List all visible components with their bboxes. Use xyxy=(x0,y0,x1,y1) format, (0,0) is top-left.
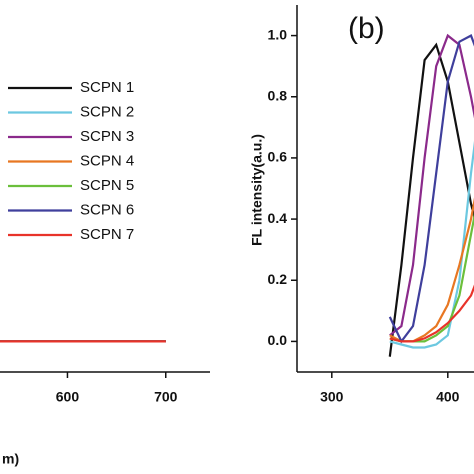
x-tick-label: 400 xyxy=(436,389,460,405)
y-tick-label: 0.6 xyxy=(268,149,288,165)
y-axis-label: FL intensity(a.u.) xyxy=(249,134,265,246)
series-line xyxy=(389,212,474,343)
legend-label: SCPN 3 xyxy=(80,128,134,145)
y-tick-label: 0.4 xyxy=(268,210,288,226)
legend-label: SCPN 1 xyxy=(80,79,134,96)
y-tick-label: 0.0 xyxy=(268,332,288,348)
legend-label: SCPN 6 xyxy=(80,201,134,218)
y-tick-label: 0.2 xyxy=(268,271,288,287)
series-line xyxy=(389,33,474,337)
legend-label: SCPN 7 xyxy=(80,226,134,243)
y-tick-label: 0.8 xyxy=(268,87,288,103)
plot-area xyxy=(388,33,474,357)
x-axis-label: m) xyxy=(2,451,19,467)
x-tick-label: 300 xyxy=(320,389,344,405)
x-tick-label: 700 xyxy=(154,389,178,405)
x-tick-label: 600 xyxy=(56,389,80,405)
panel-label: (b) xyxy=(348,12,385,45)
series-line xyxy=(388,42,474,357)
series-line xyxy=(388,34,474,344)
y-tick-label: 1.0 xyxy=(268,26,288,42)
legend-label: SCPN 5 xyxy=(80,177,134,194)
series-line xyxy=(389,197,474,343)
series-line xyxy=(389,284,474,343)
legend-label: SCPN 2 xyxy=(80,103,134,120)
legend-label: SCPN 4 xyxy=(80,152,134,169)
series-line xyxy=(389,140,474,349)
